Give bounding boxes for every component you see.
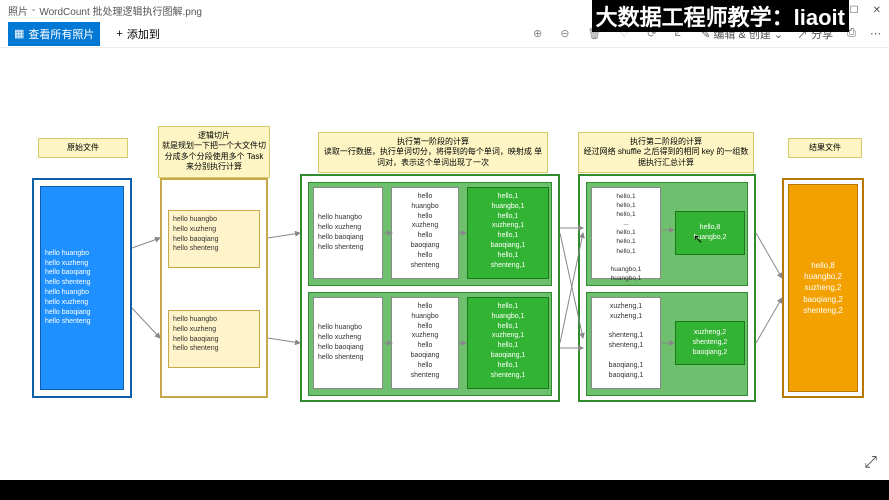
expand-icon[interactable]: ⤢ — [864, 454, 877, 472]
close-icon[interactable]: ✕ — [873, 5, 881, 16]
maximize-icon[interactable]: ☐ — [850, 5, 859, 16]
col5-result: hello,8 huangbo,2 xuzheng,2 baoqiang,2 s… — [788, 184, 858, 392]
add-to-button[interactable]: + 添加到 — [110, 22, 165, 46]
overlay-watermark: 大数据工程师教学：liaoit — [592, 0, 849, 32]
col4-b-right: xuzheng,2 shenteng,2 baoqiang,2 — [675, 321, 745, 365]
zoom-out-icon[interactable]: ⊖ — [560, 27, 569, 40]
view-all-button[interactable]: ▦ 查看所有照片 — [8, 22, 100, 46]
app-name: 照片 — [8, 3, 28, 18]
note-col1: 原始文件 — [38, 138, 128, 158]
col2-block-a: hello huangbo hello xuzheng hello baoqia… — [168, 210, 260, 268]
col4-a-left: hello,1 hello,1 hello,1 ... hello,1 hell… — [591, 187, 661, 279]
col3-b-right: hello,1 huangbo,1 hello,1 xuzheng,1 hell… — [467, 297, 549, 389]
bottom-bar — [0, 480, 889, 500]
view-all-label: 查看所有照片 — [28, 26, 94, 42]
col1-container: hello huangbo hello xuzheng hello baoqia… — [32, 178, 132, 398]
add-to-label: 添加到 — [127, 26, 160, 42]
window-title: WordCount 批处理逻辑执行图解.png — [39, 3, 202, 18]
zoom-in-icon[interactable]: ⊕ — [533, 27, 542, 40]
diagram-canvas: 原始文件 逻辑切片 就是规划一下把一个大文件切分成多个分段使用多个 Task 来… — [0, 48, 889, 480]
col4-b-left: xuzheng,1 xuzheng,1 shenteng,1 shenteng,… — [591, 297, 661, 389]
note-col5: 结果文件 — [788, 138, 862, 158]
col4-row-b: xuzheng,1 xuzheng,1 shenteng,1 shenteng,… — [586, 292, 748, 396]
col3-b-left: hello huangbo hello xuzheng hello baoqia… — [313, 297, 383, 389]
note-col3: 执行第一阶段的计算 读取一行数据，执行单词切分，将得到的每个单词，映射成 单词对… — [318, 132, 548, 173]
col3-row-a: hello huangbo hello xuzheng hello baoqia… — [308, 182, 552, 286]
col3-row-b: hello huangbo hello xuzheng hello baoqia… — [308, 292, 552, 396]
col4-row-a: hello,1 hello,1 hello,1 ... hello,1 hell… — [586, 182, 748, 286]
gallery-icon: ▦ — [14, 27, 24, 40]
plus-icon: + — [116, 28, 122, 40]
col4-container: hello,1 hello,1 hello,1 ... hello,1 hell… — [578, 174, 756, 402]
note-col4: 执行第二阶段的计算 经过网络 shuffle 之后得到的相同 key 的一组数据… — [578, 132, 754, 173]
col3-a-mid: hello huangbo hello xuzheng hello baoqia… — [391, 187, 459, 279]
col3-a-left: hello huangbo hello xuzheng hello baoqia… — [313, 187, 383, 279]
col3-container: hello huangbo hello xuzheng hello baoqia… — [300, 174, 560, 402]
mouse-cursor: ↖ — [693, 232, 703, 246]
col4-a-right: hello,8 huangbo,2 — [675, 211, 745, 255]
col1-data: hello huangbo hello xuzheng hello baoqia… — [40, 186, 124, 390]
col3-b-mid: hello huangbo hello xuzheng hello baoqia… — [391, 297, 459, 389]
note-col2: 逻辑切片 就是规划一下把一个大文件切分成多个分段使用多个 Task 来分别执行计… — [158, 126, 270, 178]
col2-block-b: hello huangbo hello xuzheng hello baoqia… — [168, 310, 260, 368]
col3-a-right: hello,1 huangbo,1 hello,1 xuzheng,1 hell… — [467, 187, 549, 279]
col2-container: hello huangbo hello xuzheng hello baoqia… — [160, 178, 268, 398]
more-icon[interactable]: ⋯ — [870, 27, 881, 40]
col5-container: hello,8 huangbo,2 xuzheng,2 baoqiang,2 s… — [782, 178, 864, 398]
